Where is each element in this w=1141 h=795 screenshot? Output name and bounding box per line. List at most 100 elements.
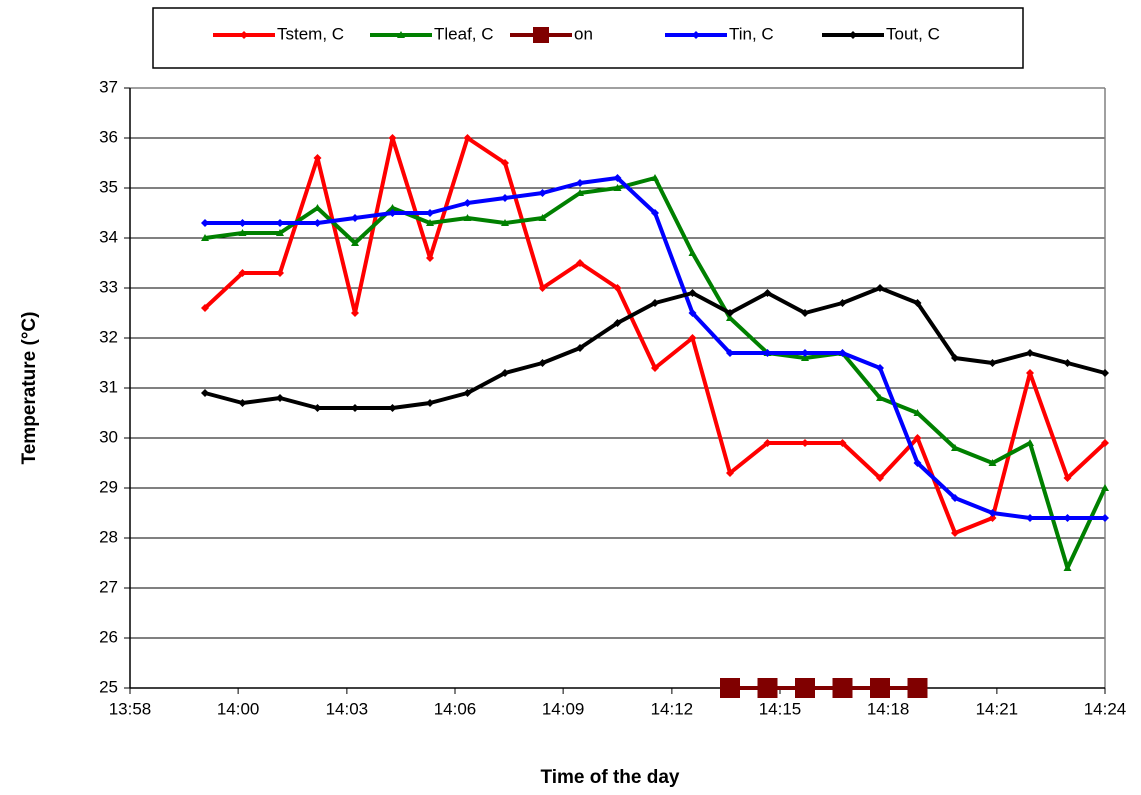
data-point bbox=[426, 209, 434, 217]
data-point bbox=[951, 354, 959, 362]
data-point bbox=[838, 349, 847, 357]
data-point bbox=[351, 309, 359, 317]
data-point bbox=[876, 284, 884, 292]
y-tick-label: 37 bbox=[99, 77, 118, 96]
data-point bbox=[913, 409, 922, 416]
data-point bbox=[832, 678, 853, 698]
data-point bbox=[688, 249, 697, 256]
data-point bbox=[613, 174, 622, 182]
data-point bbox=[501, 159, 509, 167]
x-tick-label: 14:24 bbox=[1084, 699, 1127, 718]
legend-marker bbox=[849, 31, 857, 39]
y-axis-title: Temperature (°C) bbox=[19, 312, 40, 465]
data-point bbox=[838, 439, 847, 447]
x-tick-label: 14:09 bbox=[542, 699, 585, 718]
data-point bbox=[688, 334, 697, 342]
data-point bbox=[426, 254, 434, 262]
data-point bbox=[726, 314, 734, 321]
data-point bbox=[313, 219, 322, 227]
data-point bbox=[388, 404, 397, 412]
data-point bbox=[876, 364, 884, 372]
data-point bbox=[576, 189, 584, 196]
data-point bbox=[1063, 359, 1072, 367]
y-tick-label: 34 bbox=[99, 227, 118, 246]
x-axis-title: Time of the day bbox=[540, 767, 679, 788]
data-point bbox=[951, 444, 959, 451]
data-point bbox=[313, 204, 322, 211]
data-point bbox=[763, 349, 772, 357]
data-point bbox=[913, 299, 922, 307]
legend-marker bbox=[533, 27, 549, 43]
data-point bbox=[501, 369, 509, 377]
data-point bbox=[951, 494, 959, 502]
data-point bbox=[351, 214, 359, 222]
data-point bbox=[276, 269, 284, 277]
y-tick-label: 25 bbox=[99, 677, 118, 696]
data-point bbox=[238, 229, 247, 236]
data-point bbox=[795, 678, 815, 698]
data-point bbox=[426, 219, 434, 226]
data-point bbox=[538, 284, 547, 292]
data-point bbox=[1026, 514, 1034, 522]
data-point bbox=[463, 214, 472, 221]
data-point bbox=[276, 229, 284, 236]
data-point bbox=[276, 394, 284, 402]
data-point bbox=[913, 459, 922, 467]
data-point bbox=[907, 678, 928, 698]
y-tick-label: 35 bbox=[99, 177, 118, 196]
data-point bbox=[801, 309, 809, 317]
data-point bbox=[238, 269, 247, 277]
data-point bbox=[613, 184, 622, 191]
data-point bbox=[463, 389, 472, 397]
data-point bbox=[238, 219, 247, 227]
data-point bbox=[726, 309, 734, 317]
data-point bbox=[988, 359, 997, 367]
data-point bbox=[388, 204, 397, 211]
data-point bbox=[276, 219, 284, 227]
x-tick-label: 14:00 bbox=[217, 699, 260, 718]
data-point bbox=[688, 309, 697, 317]
data-point bbox=[913, 434, 922, 442]
data-point bbox=[1063, 474, 1072, 482]
y-tick-label: 32 bbox=[99, 327, 118, 346]
data-point bbox=[757, 678, 778, 698]
data-point bbox=[351, 404, 359, 412]
data-point bbox=[1101, 514, 1109, 522]
data-point bbox=[1101, 369, 1109, 377]
data-point bbox=[988, 514, 997, 522]
data-point bbox=[426, 399, 434, 407]
data-point bbox=[801, 439, 809, 447]
data-point bbox=[501, 194, 509, 202]
x-tick-label: 14:06 bbox=[434, 699, 477, 718]
y-tick-label: 36 bbox=[99, 127, 118, 146]
data-point bbox=[763, 439, 772, 447]
data-point bbox=[1026, 349, 1034, 357]
data-point bbox=[538, 214, 547, 221]
data-point bbox=[613, 284, 622, 292]
legend-label: Tout, C bbox=[886, 24, 940, 43]
data-point bbox=[720, 678, 740, 698]
data-point bbox=[388, 209, 397, 217]
x-tick-label: 14:18 bbox=[867, 699, 910, 718]
data-point bbox=[463, 134, 472, 142]
x-tick-label: 14:03 bbox=[326, 699, 369, 718]
data-point bbox=[988, 509, 997, 517]
data-point bbox=[1063, 514, 1072, 522]
data-point bbox=[951, 529, 959, 537]
x-tick-label: 14:12 bbox=[651, 699, 694, 718]
y-tick-label: 30 bbox=[99, 427, 118, 446]
data-point bbox=[1101, 439, 1109, 447]
data-point bbox=[313, 154, 322, 162]
legend-label: Tin, C bbox=[729, 24, 774, 43]
legend-marker bbox=[240, 31, 248, 39]
data-point bbox=[876, 394, 884, 401]
data-point bbox=[688, 289, 697, 297]
legend-marker bbox=[397, 31, 405, 38]
legend-marker bbox=[692, 31, 700, 39]
data-point bbox=[838, 299, 847, 307]
data-point bbox=[870, 678, 890, 698]
y-tick-label: 28 bbox=[99, 527, 118, 546]
series-line bbox=[204, 176, 1107, 570]
data-point bbox=[463, 199, 472, 207]
